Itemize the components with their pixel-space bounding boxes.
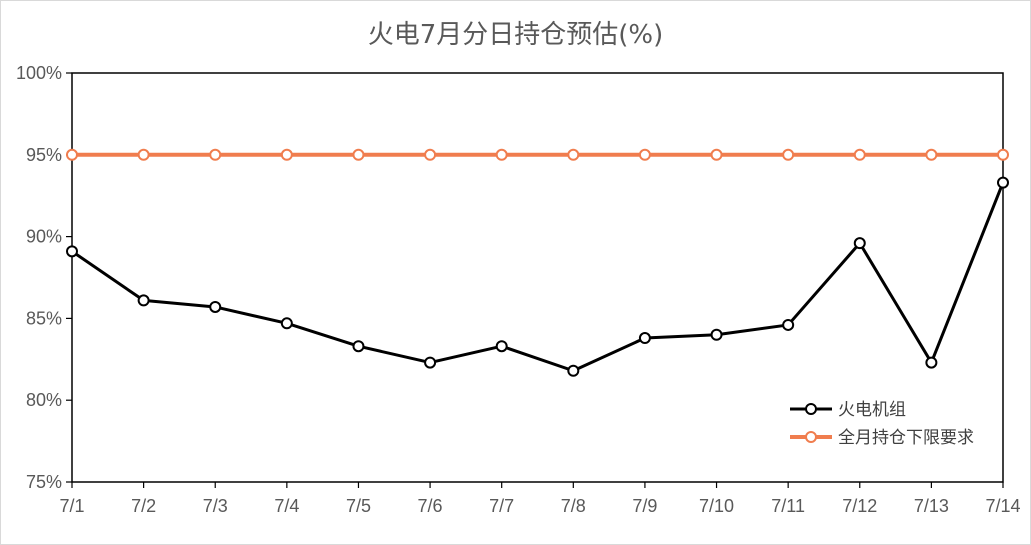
y-tick-label: 75% — [26, 472, 62, 492]
x-tick-label: 7/8 — [561, 496, 586, 516]
data-point-thermal-units — [352, 340, 365, 353]
data-point-thermal-units — [280, 317, 293, 330]
x-tick-label: 7/6 — [418, 496, 443, 516]
y-tick-label: 90% — [26, 227, 62, 247]
legend-label-thermal-units: 火电机组 — [838, 400, 906, 420]
x-tick-label: 7/7 — [489, 496, 514, 516]
data-point-min-requirement — [997, 148, 1009, 161]
x-tick-label: 7/1 — [59, 496, 84, 516]
data-point-thermal-units — [495, 340, 508, 353]
legend-label-min-requirement: 全月持仓下限要求 — [838, 428, 974, 448]
legend-marker-thermal-units — [805, 403, 817, 415]
data-point-thermal-units — [997, 176, 1009, 189]
data-point-min-requirement — [710, 148, 723, 161]
x-tick-label: 7/11 — [771, 496, 805, 516]
data-point-min-requirement — [424, 148, 437, 161]
data-point-min-requirement — [925, 148, 938, 161]
data-point-min-requirement — [209, 148, 222, 161]
x-tick-label: 7/14 — [985, 496, 1020, 516]
data-point-min-requirement — [495, 148, 508, 161]
legend-marker-min-requirement — [805, 431, 817, 443]
x-tick-label: 7/5 — [346, 496, 371, 516]
data-point-thermal-units — [710, 328, 723, 341]
y-tick-label: 85% — [26, 308, 62, 328]
data-point-thermal-units — [925, 356, 938, 369]
x-tick-label: 7/4 — [274, 496, 299, 516]
data-point-thermal-units — [782, 318, 795, 331]
y-tick-label: 95% — [26, 145, 62, 165]
data-point-min-requirement — [66, 148, 78, 161]
data-point-thermal-units — [853, 237, 866, 250]
data-point-thermal-units — [66, 245, 78, 258]
data-point-thermal-units — [638, 332, 651, 345]
data-point-thermal-units — [567, 364, 580, 377]
x-tick-label: 7/9 — [632, 496, 657, 516]
data-point-min-requirement — [638, 148, 651, 161]
data-point-thermal-units — [137, 294, 150, 307]
y-tick-label: 80% — [26, 390, 62, 410]
data-point-min-requirement — [137, 148, 150, 161]
data-point-min-requirement — [567, 148, 580, 161]
data-point-min-requirement — [782, 148, 795, 161]
x-tick-label: 7/2 — [131, 496, 156, 516]
data-point-thermal-units — [209, 300, 222, 313]
data-point-min-requirement — [352, 148, 365, 161]
x-tick-label: 7/13 — [914, 496, 949, 516]
data-point-thermal-units — [424, 356, 437, 369]
x-tick-label: 7/12 — [842, 496, 877, 516]
chart-title: 火电7月分日持仓预估(%) — [367, 20, 664, 50]
x-tick-label: 7/10 — [699, 496, 734, 516]
plot-area-border — [71, 72, 1004, 483]
x-tick-label: 7/3 — [203, 496, 228, 516]
data-point-min-requirement — [853, 148, 866, 161]
y-tick-label: 100% — [16, 63, 62, 83]
data-point-min-requirement — [280, 148, 293, 161]
series-line-thermal-units — [71, 182, 1005, 373]
